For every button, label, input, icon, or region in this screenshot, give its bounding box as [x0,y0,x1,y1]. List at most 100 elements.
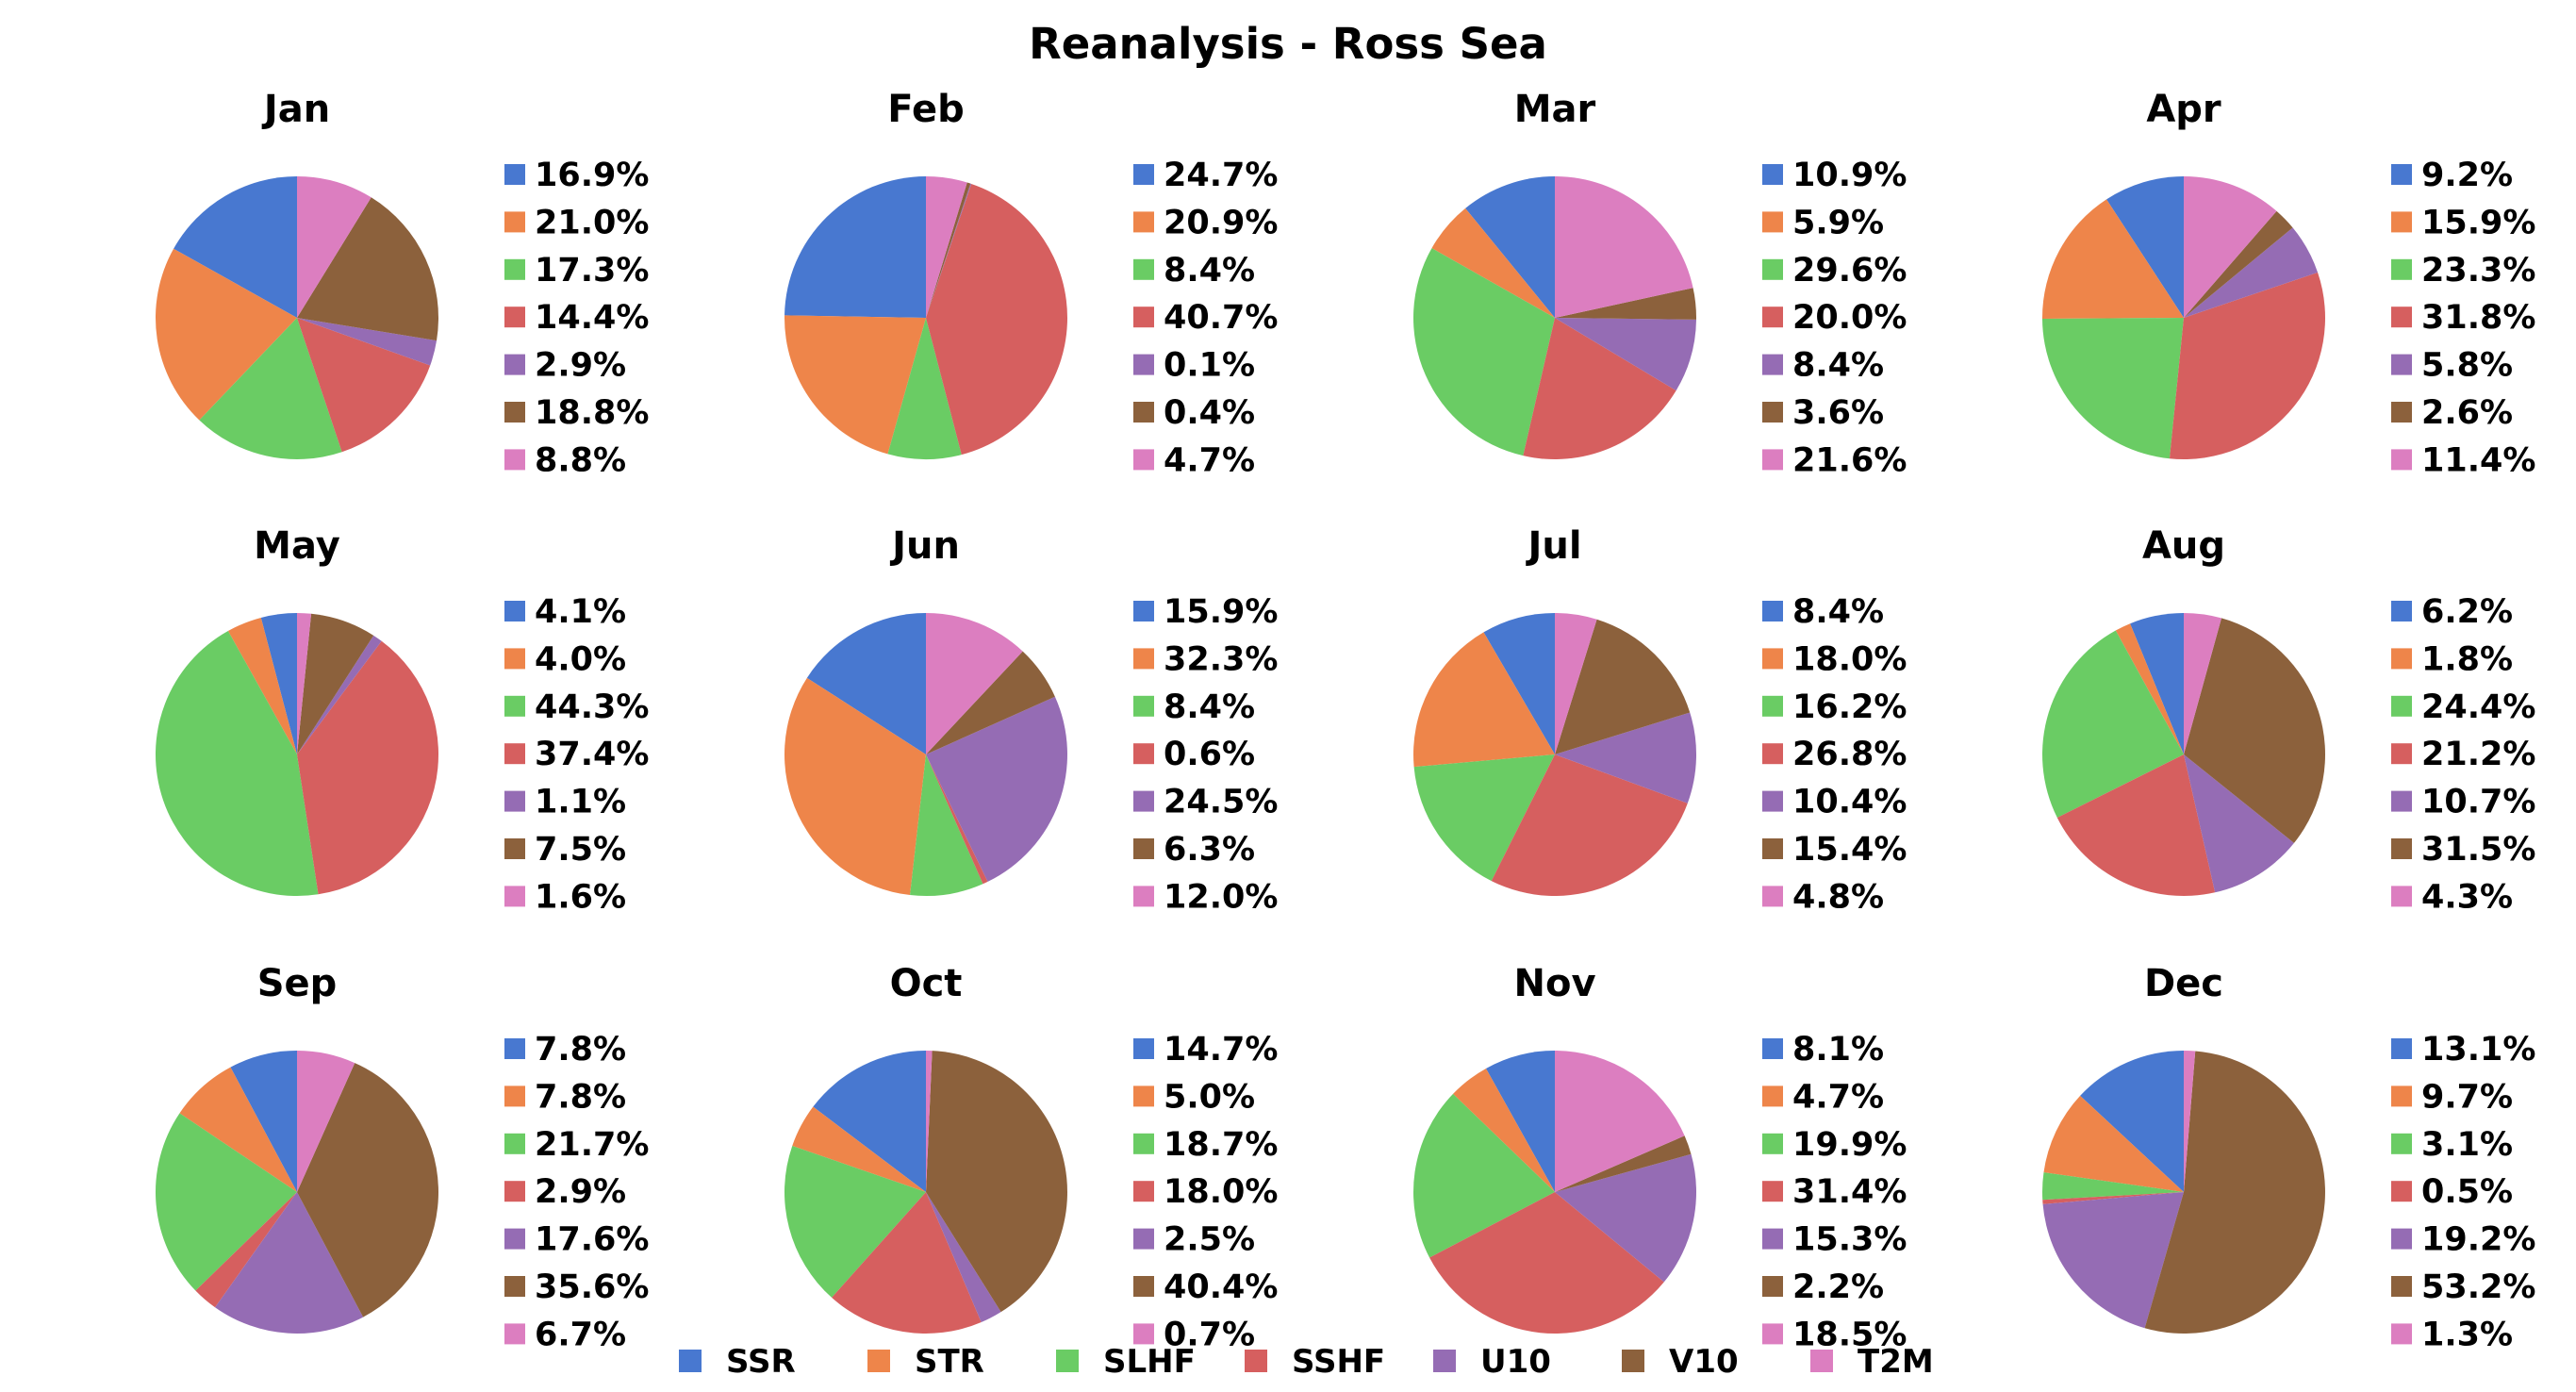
pct-swatch [504,886,525,907]
pie-slice-str [784,315,926,455]
pct-label: 3.1% [2421,1126,2513,1164]
pie-slice-u10 [1555,1153,1697,1283]
pie-slice-ssr [260,613,297,754]
pct-swatch [1762,1276,1783,1297]
pct-swatch [1133,601,1154,621]
pie-slice-slhf [2042,630,2184,818]
pct-label: 15.9% [2421,204,2535,241]
legend-label-u10: U10 [1480,1343,1551,1381]
pct-swatch [2391,1323,2412,1345]
pct-label: 18.8% [535,394,649,432]
pie-slice-slhf [155,631,319,897]
pct-swatch [1762,790,1783,812]
pie-slice-slhf [887,318,962,460]
pie-slice-slhf [155,1113,297,1291]
pct-swatch [2391,402,2412,423]
pct-swatch [2391,164,2412,185]
pct-label: 20.0% [1792,299,1907,337]
pie-slice-t2m [1555,612,1597,754]
pct-label: 31.5% [2421,831,2535,869]
legend-swatch-v10 [1622,1350,1644,1372]
pct-swatch [1133,449,1154,471]
pie-slice-t2m [1555,1051,1685,1192]
pct-swatch [504,1133,525,1154]
pct-swatch [1762,449,1783,471]
pct-swatch [1133,1228,1154,1250]
pct-label: 26.8% [1792,736,1907,773]
pct-label: 3.6% [1792,394,1884,432]
pct-swatch [1762,601,1783,621]
pct-label: 5.8% [2421,347,2513,385]
pct-label: 53.2% [2421,1268,2535,1306]
pie-panels: Jan 16.9% 21.0% 17.3% 14.4% 2.9% 18.8% 8.8% Feb 2… [155,88,2535,1353]
pie-slice-t2m [297,1051,355,1192]
legend-label-sshf: SSHF [1292,1343,1385,1381]
pie-slice-ssr [784,176,926,318]
pct-swatch [1762,1133,1783,1154]
pct-label: 24.5% [1164,784,1278,821]
pct-label: 21.6% [1792,441,1907,479]
pie-slice-v10 [2144,1051,2325,1334]
pie-slice-u10 [1555,318,1696,391]
pct-label: 10.7% [2421,784,2535,821]
pie-slice-t2m [297,176,372,318]
pct-label: 19.9% [1792,1126,1907,1164]
pct-label: 1.3% [2421,1316,2513,1353]
pie-slice-str [1431,207,1555,318]
pct-label: 24.7% [1164,157,1278,194]
legend-label-v10: V10 [1669,1343,1739,1381]
pie-slice-u10 [926,183,972,318]
pct-swatch [1762,695,1783,717]
panel-title: Feb [887,88,964,131]
pct-swatch [504,211,525,233]
pie-slice-u10 [297,635,382,754]
pct-label: 35.6% [535,1268,649,1306]
pct-swatch [1133,1323,1154,1345]
pct-swatch [504,1276,525,1297]
panel-title: Mar [1514,88,1596,131]
pie-slice-slhf [1413,1093,1555,1258]
pie-slice-u10 [2184,227,2319,318]
panel-title: Sep [257,962,338,1005]
pct-swatch [1762,1038,1783,1059]
pct-label: 29.6% [1792,252,1907,290]
pie-panel-jul: Jul 8.4% 18.0% 16.2% 26.8% 10.4% 15.4% 4.8% [1412,524,1907,916]
pct-swatch [1133,164,1154,185]
legend-label-str: STR [915,1343,984,1381]
pct-swatch [1133,1133,1154,1154]
pct-label: 7.8% [535,1078,626,1116]
pie-slice-ssr [2106,176,2184,318]
pct-swatch [1133,402,1154,423]
legend: SSR STR SLHF SSHF U10 V10 T2M [679,1343,1934,1381]
pct-label: 8.4% [1792,347,1884,385]
chart-title: Reanalysis - Ross Sea [1029,19,1547,69]
pie-slice-ssr [806,613,926,754]
pct-label: 40.4% [1164,1268,1278,1306]
pct-label: 0.6% [1164,736,1255,773]
pct-label: 9.2% [2421,157,2513,194]
pie-slice-v10 [926,651,1055,754]
pct-label: 24.4% [2421,688,2535,726]
pct-label: 13.1% [2421,1031,2535,1069]
pie-slice-t2m [926,1051,933,1192]
pie-slice-slhf [1412,248,1555,456]
pie-slice-ssr [230,1051,297,1192]
legend-label-slhf: SLHF [1103,1343,1196,1381]
legend-swatch-slhf [1056,1350,1079,1372]
pct-label: 10.4% [1792,784,1907,821]
pct-swatch [1133,695,1154,717]
pct-label: 5.9% [1792,204,1884,241]
pct-label: 0.1% [1164,347,1255,385]
pct-label: 1.8% [2421,640,2513,678]
pct-swatch [504,790,525,812]
legend-swatch-ssr [679,1350,702,1372]
pie-slice-str [155,248,297,421]
pie-slice-v10 [1555,288,1697,320]
panel-title: Dec [2144,962,2223,1005]
pct-label: 4.7% [1792,1078,1884,1116]
pct-swatch [1762,354,1783,375]
pct-swatch [1762,1181,1783,1202]
pct-swatch [2391,258,2412,280]
pie-slice-sshf [2042,1192,2184,1204]
pie-panel-nov: Nov 8.1% 4.7% 19.9% 31.4% 15.3% 2.2% 18.5% [1413,962,1907,1353]
